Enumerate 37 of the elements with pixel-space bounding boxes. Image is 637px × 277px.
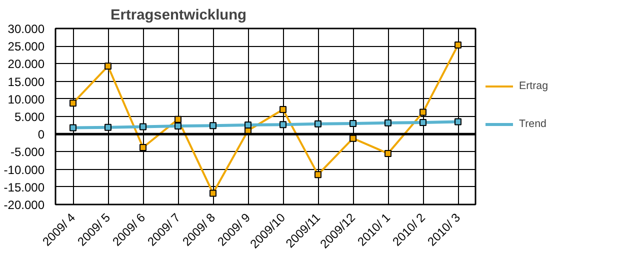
- y-tick-label: 20.000: [8, 57, 45, 72]
- y-tick-label: -15.000: [4, 180, 45, 194]
- point: [384, 150, 392, 157]
- y-tick-label: 5.000: [14, 110, 45, 124]
- point: [244, 121, 252, 128]
- point: [210, 122, 216, 130]
- point: [420, 118, 426, 126]
- y-tick-label: 15.000: [8, 74, 45, 89]
- point: [140, 144, 146, 151]
- point: [210, 190, 216, 197]
- legend-label: Trend: [519, 118, 546, 130]
- point: [104, 62, 112, 70]
- point: [174, 122, 182, 130]
- y-tick-label: -20.000: [4, 198, 45, 212]
- point: [70, 100, 76, 107]
- point: [350, 120, 356, 128]
- point: [104, 124, 112, 131]
- point: [420, 108, 426, 116]
- chart-title: Ertragsentwicklung: [110, 8, 247, 24]
- point: [384, 119, 392, 126]
- point: [454, 118, 462, 126]
- point: [174, 116, 182, 123]
- y-tick-label: 0: [38, 128, 45, 142]
- point: [140, 123, 146, 130]
- point: [280, 121, 286, 128]
- y-tick-label: 25.000: [8, 40, 45, 54]
- point: [280, 106, 286, 113]
- y-tick-label: 30.000: [8, 22, 45, 36]
- point: [314, 171, 322, 178]
- point: [350, 134, 356, 142]
- point: [70, 124, 76, 132]
- legend-label: Ertrag: [519, 80, 548, 92]
- y-tick-label: -5.000: [10, 145, 45, 160]
- point: [454, 42, 462, 49]
- point: [314, 120, 322, 128]
- y-tick-label: -10.000: [4, 162, 45, 177]
- y-tick-label: 10.000: [8, 92, 45, 106]
